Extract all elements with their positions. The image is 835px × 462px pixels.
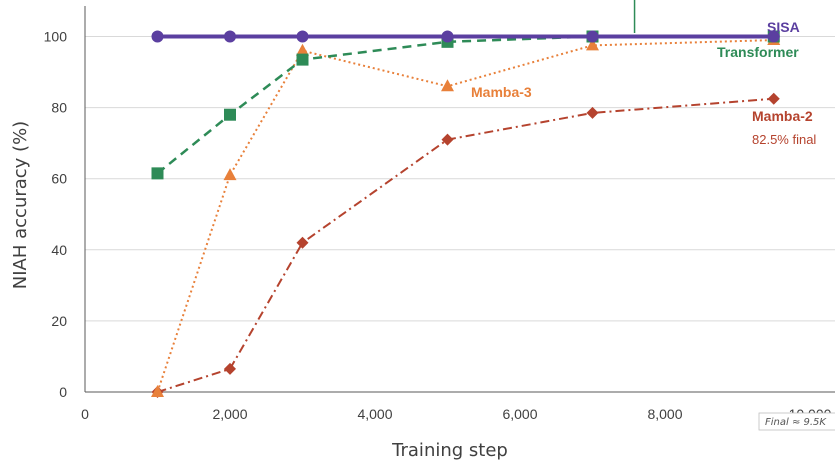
point-mamba2-7000 — [586, 106, 599, 119]
point-mamba3-2000 — [223, 168, 237, 181]
point-transformer-3000 — [296, 53, 309, 66]
point-transformer-2000 — [224, 108, 236, 121]
series-line-transformer — [156, 35, 774, 175]
point-mamba2-5000 — [441, 133, 454, 146]
x-tick-label-6000: 6,000 — [502, 406, 537, 422]
final-note-box — [758, 412, 835, 431]
x-tick-label-2000: 2,000 — [212, 406, 247, 422]
point-mamba2-2000 — [224, 362, 236, 375]
y-tick-label-60: 60 — [51, 171, 67, 187]
series-line-mamba3 — [156, 39, 774, 393]
point-mamba2-3000 — [296, 236, 309, 249]
series-sisa — [151, 30, 780, 43]
point-sisa-7000 — [586, 30, 599, 43]
point-sisa-3000 — [296, 30, 309, 43]
point-mamba3-5000 — [441, 79, 454, 92]
y-axis-title: NIAH accuracy (%) — [10, 121, 31, 289]
series-label-mamba2: Mamba-2 — [752, 108, 813, 124]
y-tick-label-0: 0 — [59, 384, 67, 400]
point-mamba3-7000 — [586, 38, 599, 51]
point-sisa-5000 — [441, 30, 454, 43]
point-mamba3-3000 — [296, 43, 309, 56]
y-tick-label-100: 100 — [44, 29, 68, 45]
series-label-transformer: Transformer — [717, 44, 799, 60]
point-sisa-9500 — [767, 30, 780, 43]
series-mamba3 — [151, 33, 781, 397]
x-tick-label-0: 0 — [81, 406, 89, 422]
point-mamba3-1000 — [151, 385, 164, 397]
y-tick-label-40: 40 — [51, 242, 67, 258]
y-tick-label-20: 20 — [51, 313, 67, 329]
point-sisa-2000 — [224, 30, 236, 43]
final-note-text: Final ≈ 9.5K — [765, 417, 827, 428]
point-transformer-1000 — [151, 167, 164, 180]
x-tick-label-4000: 4,000 — [357, 406, 392, 422]
series-mamba2 — [151, 92, 780, 398]
axes — [84, 6, 835, 393]
series-line-mamba2 — [157, 97, 774, 393]
point-mamba2-9500 — [767, 92, 780, 105]
y-tick-label-80: 80 — [51, 100, 67, 116]
gridlines — [85, 36, 835, 322]
series-label-sisa: SISA — [767, 19, 800, 35]
series-label-mamba3: Mamba-3 — [471, 84, 532, 100]
x-axis-title: Training step — [391, 440, 508, 461]
y-tick-labels: 0 20 40 60 80 100 — [44, 29, 68, 401]
x-tick-label-8000: 8,000 — [647, 406, 682, 422]
annotation-final-value: 82.5% final — [752, 132, 816, 147]
point-sisa-1000 — [151, 30, 164, 43]
series-layer — [151, 30, 781, 398]
